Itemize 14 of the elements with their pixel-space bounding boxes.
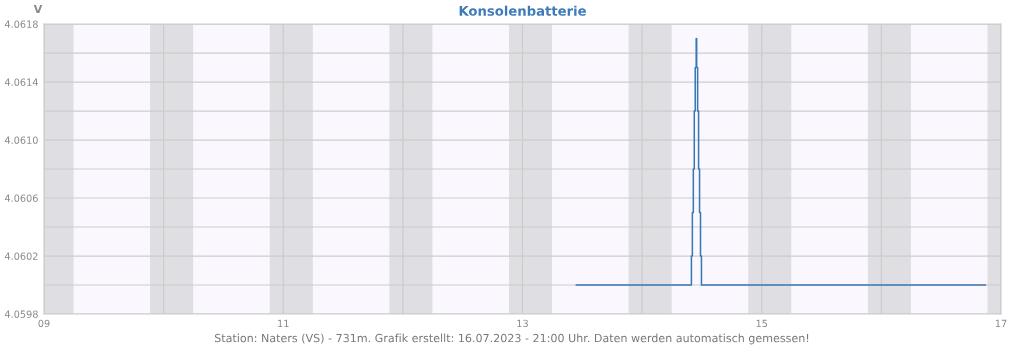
chart-title: Konsolenbatterie [459,5,586,16]
y-tick-label: 4.0618 [4,20,38,28]
y-axis-title: V [33,4,43,14]
y-tick-label: 4.0602 [4,252,38,260]
x-tick-label: 13 [517,319,528,328]
y-tick-label: 4.0610 [4,136,38,144]
y-tick-label: 4.0606 [4,194,38,202]
y-tick-label: 4.0598 [4,310,38,318]
text: Station: Naters (VS) - 731m. Grafik erstellt: 16.07.2023 - 21:00 Uhr. Daten werden automatisch gemessen! [214,333,809,345]
x-tick-label: 11 [278,319,289,327]
x-tick-label: 17 [995,319,1007,327]
x-tick-label: 09 [38,319,50,328]
y-tick-label: 4.0614 [4,78,38,86]
x-tick-label: 15 [756,319,768,328]
